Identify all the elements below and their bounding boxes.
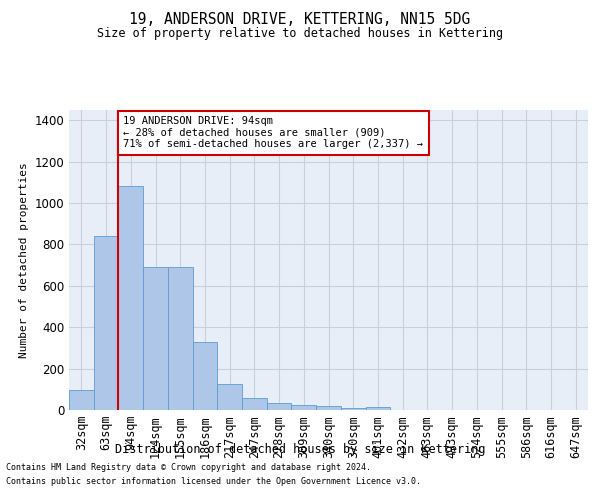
Y-axis label: Number of detached properties: Number of detached properties (19, 162, 29, 358)
Bar (242, 398, 267, 410)
Bar (94, 236, 118, 410)
Text: Contains public sector information licensed under the Open Government Licence v3: Contains public sector information licen… (6, 477, 421, 486)
Bar (292, 404, 316, 410)
Bar (193, 342, 217, 410)
Text: Contains HM Land Registry data © Crown copyright and database right 2024.: Contains HM Land Registry data © Crown c… (6, 464, 371, 472)
Bar (316, 406, 341, 410)
Text: Size of property relative to detached houses in Kettering: Size of property relative to detached ho… (97, 28, 503, 40)
Bar (217, 384, 242, 410)
Bar (143, 267, 168, 410)
Text: 19 ANDERSON DRIVE: 94sqm
← 28% of detached houses are smaller (909)
71% of semi-: 19 ANDERSON DRIVE: 94sqm ← 28% of detach… (124, 116, 424, 150)
Text: 19, ANDERSON DRIVE, KETTERING, NN15 5DG: 19, ANDERSON DRIVE, KETTERING, NN15 5DG (130, 12, 470, 28)
Bar (118, 186, 143, 410)
Bar (365, 407, 390, 410)
Bar (168, 267, 193, 410)
Text: Distribution of detached houses by size in Kettering: Distribution of detached houses by size … (115, 442, 485, 456)
Bar (69, 390, 94, 410)
Bar (341, 408, 365, 410)
Bar (267, 404, 292, 410)
